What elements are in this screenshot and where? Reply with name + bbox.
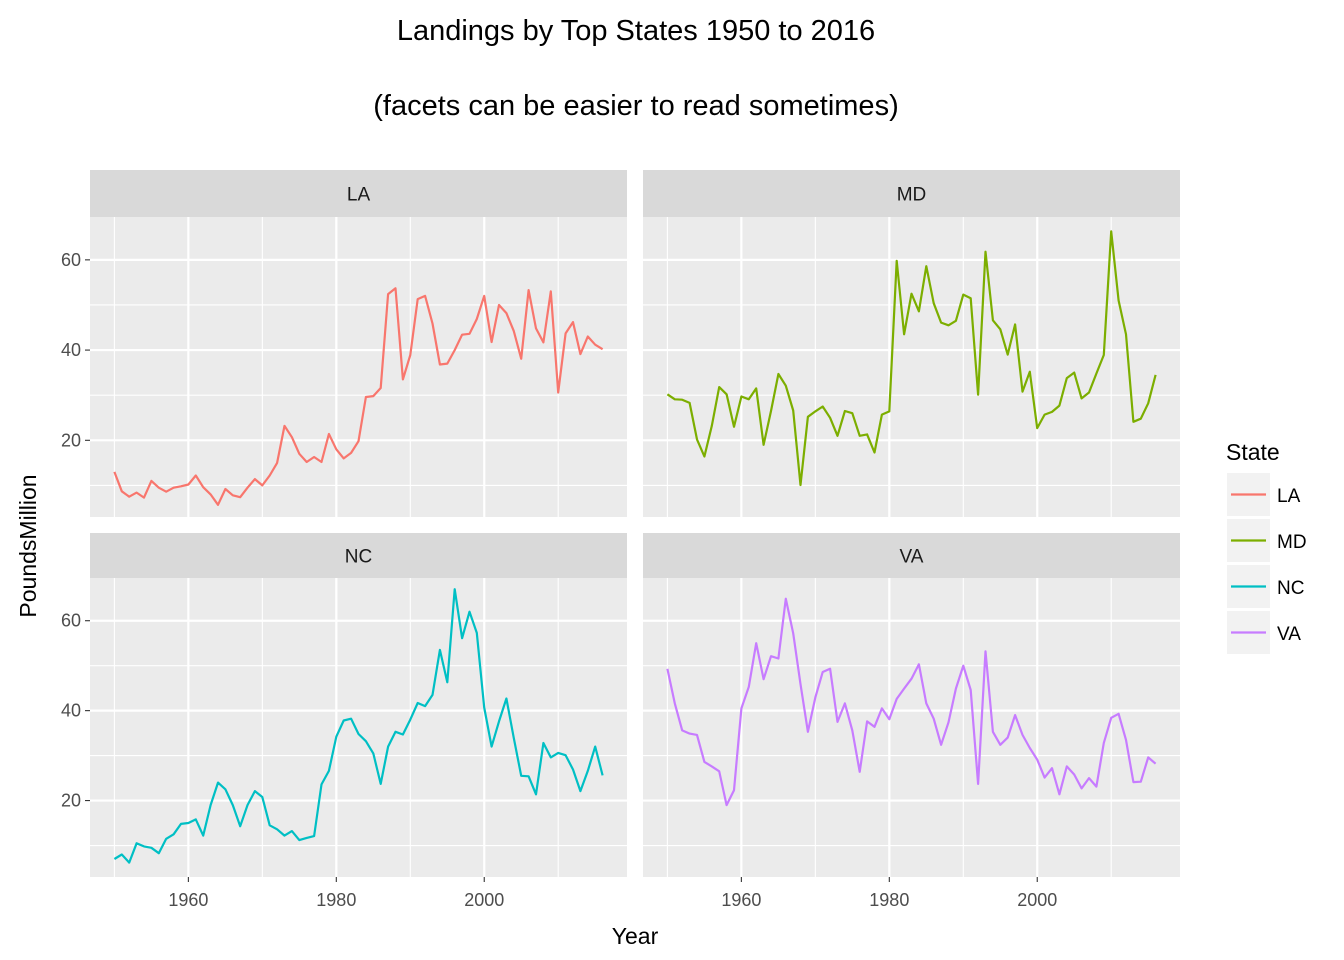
chart-title: Landings by Top States 1950 to 2016 [397,15,875,47]
legend-label: LA [1277,486,1301,507]
x-tick-label: 1980 [316,890,356,910]
y-axis-label: PoundsMillion [15,474,41,617]
y-tick-label: 40 [61,701,81,721]
facet-panels: LA 20 40 60 MD NC 20 40 60 1960 1980 2000 VA 1960 1980… [61,170,1180,910]
facet-strip-label: VA [900,547,924,568]
x-axis-label: Year [612,923,659,949]
facet-strip-label: LA [347,185,371,206]
y-tick-label: 60 [61,611,81,631]
legend-item-nc: NC [1227,565,1304,608]
y-tick-label: 20 [61,791,81,811]
x-tick-label: 1960 [721,890,761,910]
chart-subtitle: (facets can be easier to read sometimes) [373,90,898,122]
legend-item-md: MD [1227,519,1307,562]
panel-background [90,217,627,517]
x-tick-label: 1960 [168,890,208,910]
facet-va: VA 1960 1980 2000 [643,533,1180,910]
y-tick-label: 40 [61,340,81,360]
legend-title: State [1226,439,1280,465]
panel-background [643,217,1180,517]
facet-nc: NC 20 40 60 1960 1980 2000 [61,533,627,910]
facet-strip [643,533,1180,578]
facet-strip-label: MD [897,185,927,206]
legend-label: NC [1277,578,1304,599]
y-tick-label: 20 [61,430,81,450]
legend-item-la: LA [1227,473,1301,516]
series-line-md [666,230,1157,487]
series-line-va [666,597,1157,807]
legend-label: VA [1277,624,1301,645]
facet-strip-label: NC [345,547,372,568]
series-line-nc [113,588,604,864]
series-line-la [113,287,604,506]
x-tick-label: 1980 [869,890,909,910]
x-tick-label: 2000 [1017,890,1057,910]
facet-strip [90,533,627,578]
panel-background [90,578,627,877]
x-tick-label: 2000 [464,890,504,910]
facet-strip [90,170,627,217]
panel-background [643,578,1180,877]
legend-label: MD [1277,532,1307,553]
facet-md: MD [643,170,1180,517]
legend-item-va: VA [1227,611,1301,654]
facet-la: LA 20 40 60 [61,170,627,517]
legend: State LA MD NC VA [1226,439,1307,654]
facet-strip [643,170,1180,217]
y-tick-label: 60 [61,250,81,270]
